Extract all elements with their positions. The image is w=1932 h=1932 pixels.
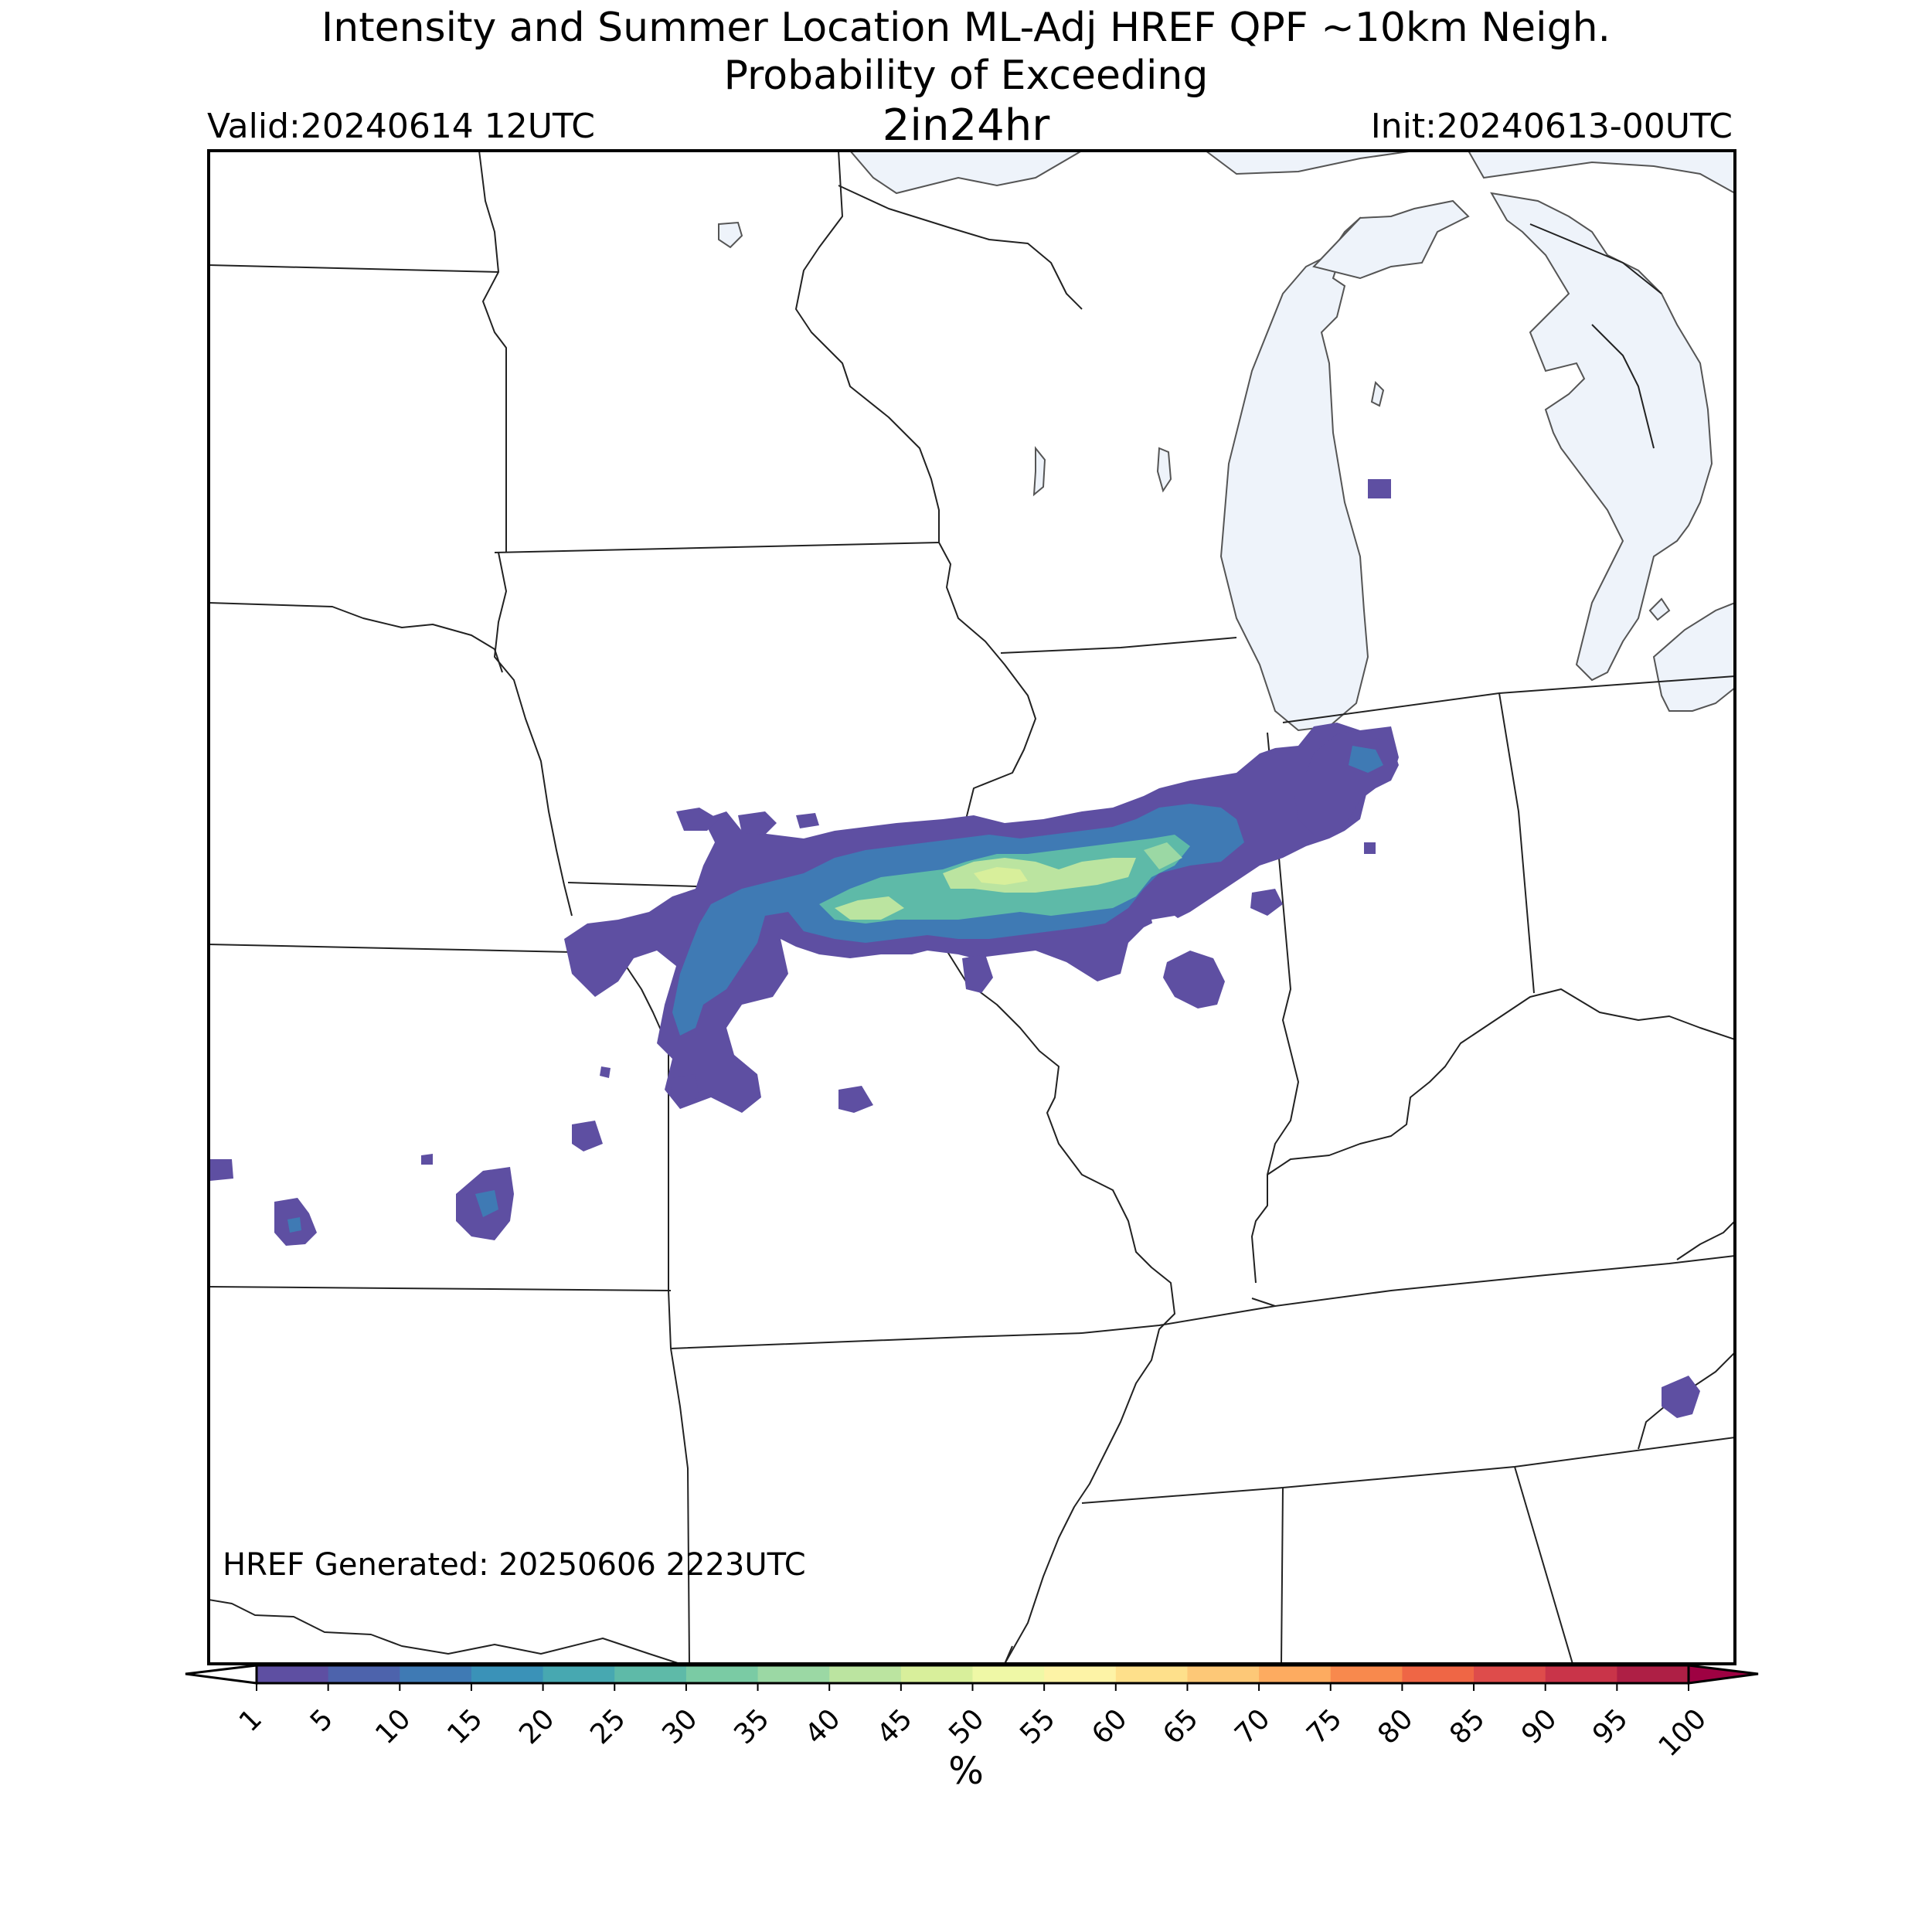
title-line-1: Intensity and Summer Location ML-Adj HRE…: [321, 5, 1611, 51]
prob-band-core: [943, 858, 1136, 893]
valid-time-label: Valid:20240614 12UTC: [207, 107, 596, 146]
prob-band-peak: [974, 867, 1028, 885]
small-lake-wi2: [1156, 447, 1172, 493]
small-lake-mn: [718, 221, 743, 249]
lake-michigan: [1219, 216, 1369, 732]
colorbar-cell: [1044, 1665, 1117, 1683]
colorbar-cell: [1330, 1665, 1403, 1683]
lake-erie: [1652, 601, 1735, 712]
colorbar-cell: [1402, 1665, 1475, 1683]
generated-label: HREF Generated: 20250606 2223UTC: [223, 1547, 806, 1583]
title-line-2: Probability of Exceeding: [723, 53, 1209, 99]
prob-blob-8: [1364, 842, 1376, 854]
lake-st-clair: [1648, 597, 1671, 621]
init-time-label: Init:20240613-00UTC: [1370, 107, 1733, 146]
colorbar-cell: [328, 1665, 400, 1683]
prob-blob-1: [676, 808, 719, 831]
small-lake-wi1: [1032, 446, 1046, 497]
colorbar-under-arrow: [185, 1664, 258, 1685]
lake-superior-east: [1204, 151, 1415, 175]
threshold-label: 2in24hr: [882, 100, 1050, 151]
lake-superior: [849, 151, 1083, 195]
prob-blob-2: [738, 811, 777, 835]
prob-band-core-east: [1144, 842, 1182, 869]
lake-huron-north: [1467, 151, 1735, 195]
prob-cluster-nw-indiana-core: [1349, 746, 1383, 773]
prob-blob-6: [962, 954, 993, 993]
prob-blob-16: [210, 1159, 233, 1181]
prob-blob-17: [1662, 1376, 1700, 1418]
prob-blob-10: [838, 1086, 873, 1113]
small-lake-mi: [1370, 380, 1385, 407]
colorbar-cell: [1187, 1665, 1260, 1683]
colorbar-cell: [1115, 1665, 1188, 1683]
lake-huron: [1490, 192, 1713, 682]
prob-blob-4: [1163, 951, 1225, 1009]
prob-blob-9: [671, 1074, 699, 1105]
colorbar-cell: [471, 1665, 544, 1683]
prob-blob-15-core: [287, 1217, 301, 1233]
map-frame: [207, 149, 1736, 1665]
colorbar-cell: [685, 1665, 759, 1683]
prob-blob-11: [572, 1121, 603, 1151]
colorbar-cell: [972, 1665, 1045, 1683]
colorbar-cell: [543, 1665, 615, 1683]
colorbar-unit-label: %: [948, 1750, 984, 1793]
colorbar-cell: [900, 1665, 973, 1683]
prob-gap: [1151, 916, 1190, 939]
great-lakes: [718, 151, 1735, 732]
colorbar-cell: [757, 1665, 830, 1683]
prob-blob-13: [421, 1154, 433, 1165]
colorbar-cell: [257, 1665, 329, 1683]
lake-michigan-north: [1312, 199, 1470, 280]
colorbar-cell: [400, 1665, 472, 1683]
prob-blob-12: [600, 1066, 611, 1078]
prob-blob-5: [1250, 889, 1283, 916]
prob-band-core-west: [835, 896, 904, 920]
colorbar-over-arrow: [1687, 1664, 1759, 1685]
colorbar-cell: [1259, 1665, 1332, 1683]
colorbar-cell: [1474, 1665, 1546, 1683]
prob-blob-3: [796, 813, 819, 828]
colorbar-cell: [614, 1665, 687, 1683]
prob-blob-14-core: [475, 1190, 498, 1217]
colorbar-cell: [1617, 1665, 1689, 1683]
colorbar-cell: [829, 1665, 902, 1683]
prob-blob-7: [1368, 479, 1391, 498]
probability-field: [210, 479, 1700, 1418]
colorbar-cell: [1545, 1665, 1617, 1683]
